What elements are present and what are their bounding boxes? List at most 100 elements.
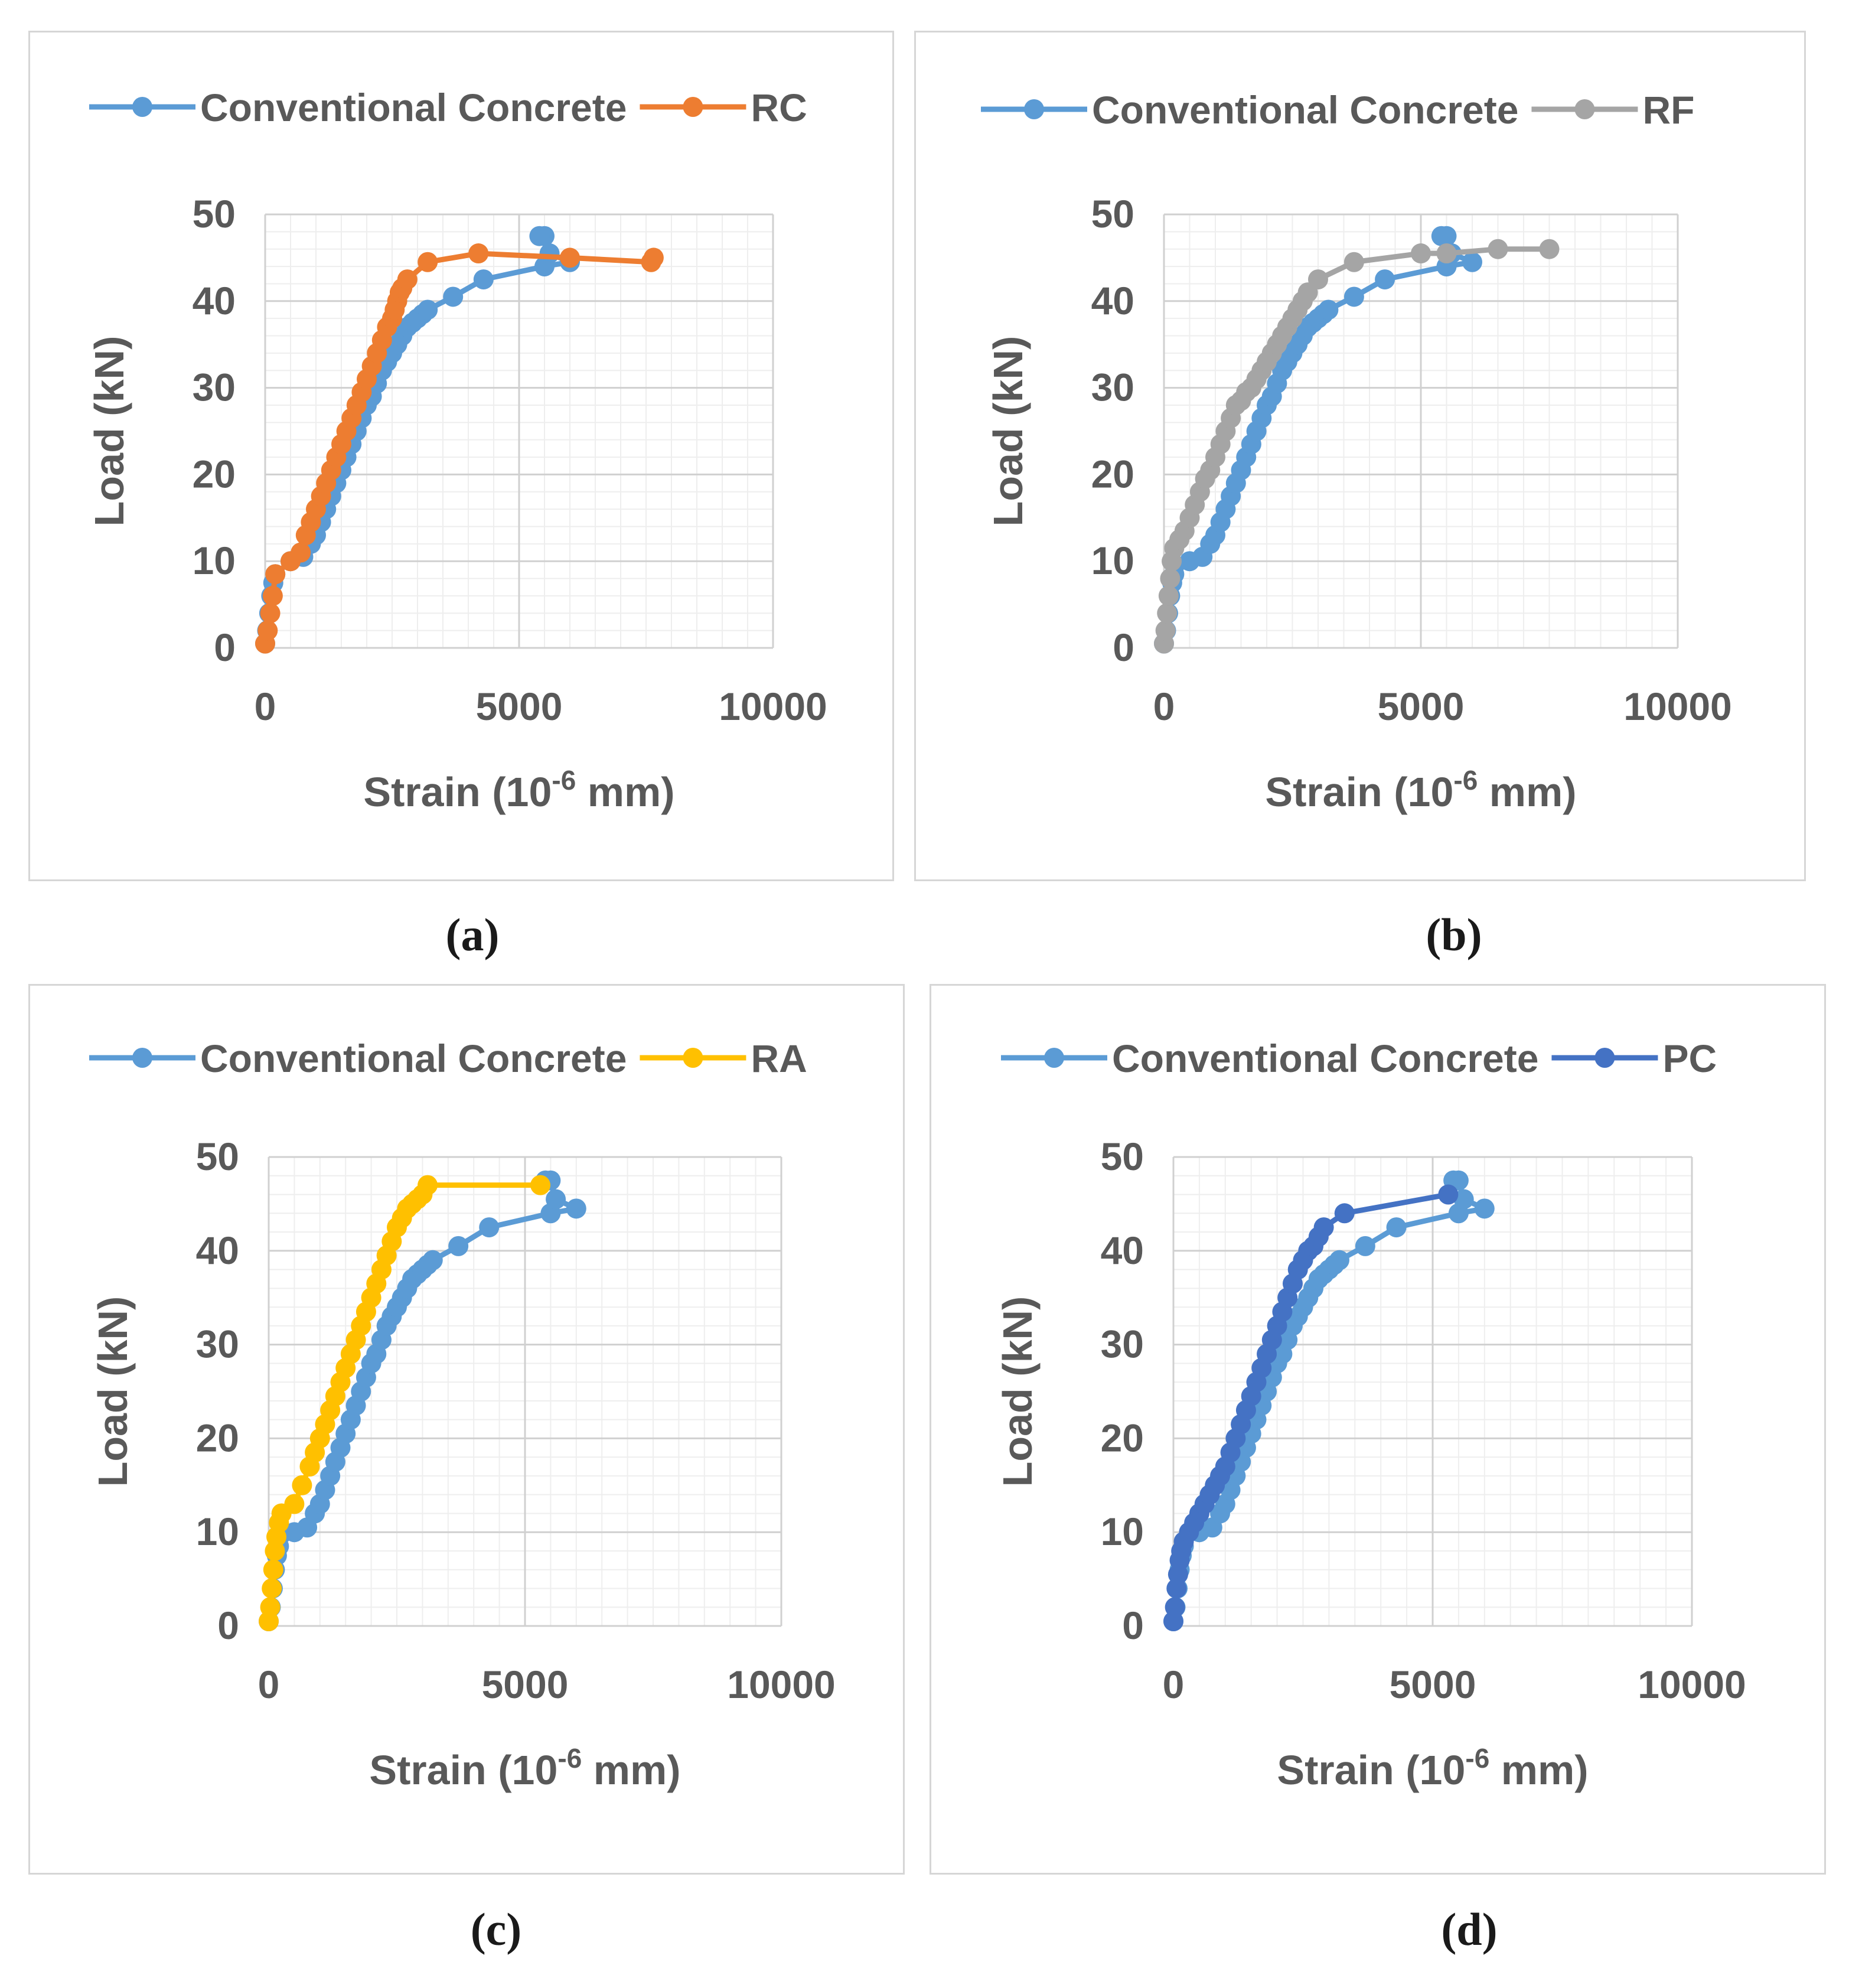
y-tick-label: 40 <box>1101 1228 1144 1272</box>
y-tick-label: 30 <box>1101 1322 1144 1366</box>
y-tick-label: 50 <box>1091 192 1134 236</box>
x-tick-label: 5000 <box>1390 1663 1476 1706</box>
x-axis-title: Strain (10-6 mm) <box>1265 765 1576 815</box>
panel-caption-d: (d) <box>1441 1904 1498 1955</box>
data-point <box>1165 1597 1185 1618</box>
legend-label: Conventional Concrete <box>1112 1037 1538 1080</box>
panel-caption-c: (c) <box>470 1904 522 1955</box>
data-point <box>448 1236 469 1256</box>
data-point <box>1334 1203 1355 1224</box>
data-point <box>1453 1189 1474 1210</box>
data-point <box>1343 286 1364 307</box>
data-point <box>546 1189 566 1210</box>
chart-panel-a: 0 10 20 30 40 50 0 5000 10000 Strain (10-6 mm) Loa… <box>28 31 894 881</box>
y-tick-label: 0 <box>1122 1604 1144 1647</box>
y-tick-label: 40 <box>1091 279 1134 322</box>
legend-label: Conventional Concrete <box>200 86 627 129</box>
data-point <box>1329 1250 1349 1270</box>
data-point <box>1436 243 1457 264</box>
data-point <box>262 585 283 606</box>
data-point <box>1474 1198 1495 1219</box>
y-tick-label: 20 <box>1101 1416 1144 1459</box>
data-point <box>1343 252 1364 272</box>
data-point <box>443 286 464 307</box>
panel-caption-a: (a) <box>445 909 500 960</box>
legend-marker <box>1044 1048 1064 1068</box>
data-point <box>418 299 438 320</box>
y-axis-title: Load (kN) <box>90 1296 136 1487</box>
chart-svg-d: 0 10 20 30 40 50 0 5000 10000 Strain (10-6 mm) Loa… <box>994 1037 1746 1793</box>
data-point <box>418 1175 438 1195</box>
data-point <box>643 247 664 268</box>
data-point <box>291 542 311 563</box>
data-point <box>1539 239 1560 259</box>
data-point <box>422 1250 443 1270</box>
y-tick-label: 40 <box>193 279 236 322</box>
y-tick-label: 20 <box>196 1416 239 1459</box>
data-point <box>263 1559 283 1580</box>
x-tick-label: 0 <box>255 685 276 728</box>
data-point <box>284 1494 305 1514</box>
legend-marker <box>1574 99 1595 119</box>
y-tick-label: 10 <box>1091 539 1134 582</box>
data-point <box>468 243 489 264</box>
data-point <box>257 620 278 641</box>
data-point <box>418 252 438 272</box>
legend-label: Conventional Concrete <box>200 1037 627 1080</box>
data-point <box>529 226 550 246</box>
data-point <box>1355 1236 1375 1256</box>
legend-label: Conventional Concrete <box>1092 88 1518 132</box>
legend-label: RA <box>751 1037 807 1080</box>
legend-marker <box>132 97 152 117</box>
chart-panel-b: 0 10 20 30 40 50 0 5000 10000 Strain (10-6 mm) Loa… <box>914 31 1806 881</box>
data-point <box>539 243 560 264</box>
data-point <box>530 1175 551 1195</box>
legend-label: PC <box>1662 1037 1717 1080</box>
data-point <box>1318 299 1339 320</box>
data-point <box>1155 620 1176 641</box>
legend-marker <box>683 97 703 117</box>
y-tick-label: 0 <box>214 625 236 669</box>
y-tick-label: 50 <box>196 1135 239 1178</box>
legend-marker <box>683 1048 703 1068</box>
data-point <box>292 1475 312 1495</box>
x-axis-title: Strain (10-6 mm) <box>1277 1743 1588 1793</box>
legend-marker <box>1594 1048 1615 1068</box>
y-tick-label: 50 <box>1101 1135 1144 1178</box>
y-tick-label: 10 <box>193 539 236 582</box>
legend-marker <box>132 1048 152 1068</box>
data-point <box>1488 239 1508 259</box>
data-point <box>1462 252 1482 272</box>
x-tick-label: 10000 <box>719 685 827 728</box>
data-point <box>479 1217 500 1238</box>
y-tick-label: 30 <box>196 1322 239 1366</box>
chart-svg-a: 0 10 20 30 40 50 0 5000 10000 Strain (10-6 mm) Loa… <box>86 86 827 815</box>
data-point <box>1431 226 1452 246</box>
data-point <box>260 1597 281 1618</box>
chart-panel-d: 0 10 20 30 40 50 0 5000 10000 Strain (10-6 mm) Loa… <box>930 984 1826 1875</box>
y-tick-label: 10 <box>196 1510 239 1553</box>
data-point <box>1158 585 1179 606</box>
data-point <box>397 269 418 290</box>
x-tick-label: 5000 <box>482 1663 569 1706</box>
y-tick-label: 20 <box>193 452 236 496</box>
chart-panel-c: 0 10 20 30 40 50 0 5000 10000 Strain (10-6 mm) Loa… <box>28 984 905 1875</box>
data-point <box>260 603 281 624</box>
x-tick-label: 0 <box>258 1663 280 1706</box>
data-point <box>1375 269 1395 290</box>
legend-label: RF <box>1642 88 1694 132</box>
y-tick-label: 50 <box>193 192 236 236</box>
data-point <box>265 564 286 585</box>
x-tick-label: 5000 <box>476 685 563 728</box>
data-point <box>566 1198 586 1219</box>
x-tick-label: 5000 <box>1378 685 1465 728</box>
y-tick-label: 10 <box>1101 1510 1144 1553</box>
data-point <box>1438 1184 1459 1205</box>
y-axis-title: Load (kN) <box>994 1296 1041 1487</box>
y-tick-label: 0 <box>1113 625 1134 669</box>
y-tick-label: 30 <box>1091 366 1134 409</box>
data-point <box>1386 1217 1407 1238</box>
data-point <box>1160 568 1181 589</box>
legend-marker <box>1024 99 1044 119</box>
chart-svg-c: 0 10 20 30 40 50 0 5000 10000 Strain (10-6 mm) Loa… <box>89 1037 836 1793</box>
